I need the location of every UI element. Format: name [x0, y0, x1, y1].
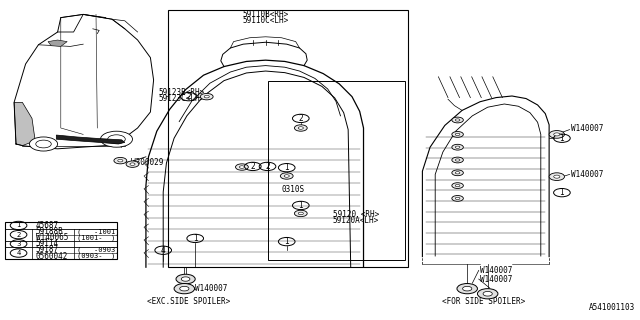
Text: W140007: W140007	[480, 275, 513, 284]
Polygon shape	[48, 40, 67, 46]
Circle shape	[200, 93, 213, 100]
Circle shape	[114, 157, 127, 164]
Text: <EXC.SIDE SPOILER>: <EXC.SIDE SPOILER>	[147, 297, 230, 306]
Circle shape	[176, 274, 195, 284]
Circle shape	[455, 172, 460, 174]
Circle shape	[452, 183, 463, 188]
Text: 59123C<LH>: 59123C<LH>	[159, 94, 205, 103]
Circle shape	[455, 159, 460, 161]
Text: 59114: 59114	[36, 239, 59, 248]
Circle shape	[174, 284, 195, 294]
Circle shape	[239, 166, 244, 168]
Text: 1: 1	[193, 234, 198, 243]
Circle shape	[284, 175, 289, 177]
Text: 59123B<RH>: 59123B<RH>	[159, 88, 205, 97]
Polygon shape	[14, 102, 35, 146]
Text: A541001103: A541001103	[589, 303, 635, 312]
Text: 59120 <RH>: 59120 <RH>	[333, 210, 379, 219]
Circle shape	[118, 159, 123, 162]
Circle shape	[181, 277, 190, 281]
Text: 59110B<RH>: 59110B<RH>	[243, 10, 289, 19]
Circle shape	[554, 175, 560, 178]
Text: W140007: W140007	[571, 124, 604, 133]
Text: 1: 1	[559, 188, 564, 197]
Circle shape	[477, 289, 498, 299]
Circle shape	[294, 125, 307, 131]
Circle shape	[452, 196, 463, 201]
Circle shape	[130, 163, 135, 165]
Circle shape	[483, 292, 492, 296]
Text: 2: 2	[265, 162, 270, 171]
Circle shape	[29, 137, 58, 151]
Text: 0310S: 0310S	[282, 185, 305, 194]
Circle shape	[455, 184, 460, 187]
Circle shape	[457, 284, 477, 294]
Text: W140065: W140065	[36, 233, 68, 242]
Circle shape	[455, 119, 460, 121]
Circle shape	[204, 95, 209, 98]
Circle shape	[280, 173, 293, 179]
Text: 2: 2	[17, 232, 20, 238]
Text: (0903-  ): (0903- )	[77, 253, 115, 260]
Bar	[168, 10, 408, 267]
Text: 1: 1	[16, 222, 21, 228]
Text: W140007: W140007	[480, 266, 513, 275]
Circle shape	[549, 173, 564, 180]
Text: (   -1001): ( -1001)	[77, 228, 119, 235]
Bar	[5, 222, 117, 259]
Text: 2: 2	[186, 92, 191, 101]
Text: 1: 1	[559, 134, 564, 143]
Text: 1: 1	[298, 201, 303, 210]
Circle shape	[455, 146, 460, 148]
Circle shape	[554, 133, 560, 136]
Polygon shape	[56, 135, 125, 144]
Text: W140007: W140007	[195, 284, 228, 293]
Text: 59188B: 59188B	[36, 227, 63, 236]
Text: 0560042: 0560042	[36, 252, 68, 260]
Circle shape	[294, 210, 307, 217]
Text: 2: 2	[250, 162, 255, 171]
Text: <FOR SIDE SPOILER>: <FOR SIDE SPOILER>	[442, 297, 525, 306]
Text: W140007: W140007	[571, 170, 604, 179]
Circle shape	[298, 127, 303, 129]
Text: 59120A<LH>: 59120A<LH>	[333, 216, 379, 225]
Text: 2: 2	[298, 114, 303, 123]
Text: W300029: W300029	[131, 158, 164, 167]
Text: 59110C<LH>: 59110C<LH>	[243, 16, 289, 25]
Circle shape	[549, 131, 564, 138]
Circle shape	[452, 157, 463, 163]
Text: 3: 3	[16, 241, 21, 247]
Bar	[268, 81, 405, 260]
Circle shape	[452, 144, 463, 150]
Circle shape	[455, 197, 460, 200]
Circle shape	[180, 286, 189, 291]
Text: 4: 4	[17, 250, 20, 256]
Circle shape	[455, 133, 460, 136]
Text: 45687: 45687	[36, 221, 59, 230]
Circle shape	[452, 170, 463, 176]
Text: 1: 1	[284, 237, 289, 246]
Circle shape	[463, 286, 472, 291]
Circle shape	[298, 212, 303, 215]
Text: (   -0903): ( -0903)	[77, 247, 119, 253]
Circle shape	[452, 117, 463, 123]
Text: (1001-  ): (1001- )	[77, 235, 115, 241]
Text: 1: 1	[284, 163, 289, 172]
Circle shape	[126, 161, 139, 167]
Text: 4: 4	[161, 246, 166, 255]
Text: 59187: 59187	[36, 245, 59, 254]
Circle shape	[236, 164, 248, 170]
Circle shape	[452, 132, 463, 137]
Circle shape	[100, 131, 132, 147]
